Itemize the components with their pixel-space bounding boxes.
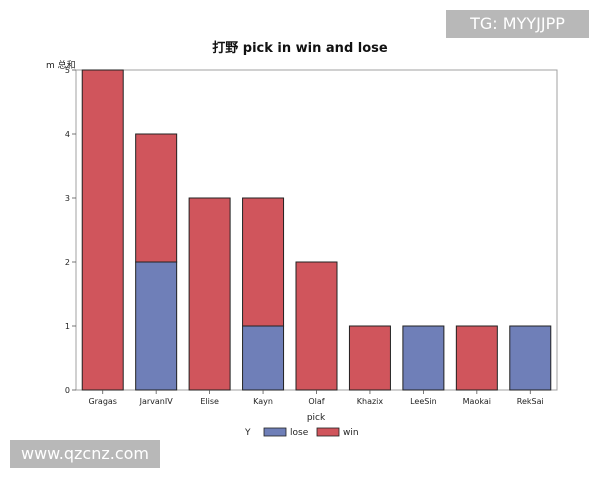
chart-title: 打野 pick in win and lose [212, 40, 388, 56]
x-tick-label: RekSai [517, 397, 544, 406]
legend-label-lose: lose [290, 428, 309, 438]
y-axis-label: m 总和 [46, 59, 76, 71]
x-axis-label: pick [307, 413, 326, 423]
bar-win [188, 197, 231, 391]
watermark-tg: TG: MYYJJPP [446, 10, 589, 38]
x-tick-label: Khazix [357, 397, 384, 406]
bar-win [455, 325, 498, 391]
legend-label-win: win [343, 428, 359, 438]
x-tick-label: Kayn [253, 397, 273, 406]
y-tick-label: 5 [65, 66, 70, 75]
legend: Y lose win [244, 427, 359, 438]
x-tick-label: Gragas [88, 397, 117, 406]
y-tick-label: 1 [65, 322, 70, 331]
bar-win [135, 133, 178, 263]
legend-swatch-lose [263, 427, 287, 437]
bar-win [295, 261, 338, 391]
x-tick-label: LeeSin [410, 397, 437, 406]
bar-lose [135, 261, 178, 391]
x-axis: Gragas JarvanIV Elise Kayn Olaf Khazix LeeSin M… [88, 390, 544, 406]
bar-lose [402, 325, 445, 391]
legend-swatch-win [316, 427, 340, 437]
x-tick-label: Elise [200, 397, 219, 406]
watermark-site: www.qzcnz.com [10, 440, 160, 468]
y-tick-label: 4 [65, 130, 70, 139]
bar-win [242, 197, 285, 327]
bar-lose [242, 325, 285, 391]
bars-group [81, 69, 552, 391]
legend-title: Y [244, 428, 251, 438]
bar-win [348, 325, 391, 391]
y-tick-label: 3 [65, 194, 70, 203]
x-tick-label: JarvanIV [139, 397, 174, 406]
y-tick-label: 2 [65, 258, 70, 267]
y-tick-label: 0 [65, 386, 70, 395]
bar-win [81, 69, 124, 391]
x-tick-label: Olaf [308, 397, 324, 406]
x-tick-label: Maokai [463, 397, 491, 406]
bar-lose [509, 325, 552, 391]
y-axis: 0 1 2 3 4 5 [65, 66, 76, 395]
